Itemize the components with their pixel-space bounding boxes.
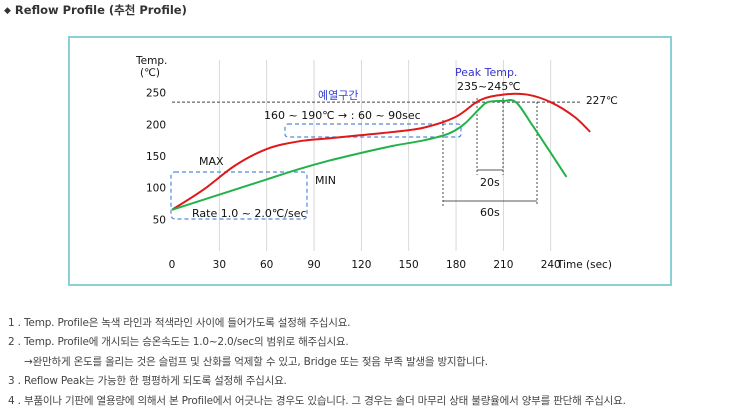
y-tick-250: 250 bbox=[146, 88, 166, 100]
x-tick-240: 240 bbox=[541, 259, 561, 271]
x-tick-90: 90 bbox=[307, 259, 320, 271]
series-min-line bbox=[171, 99, 568, 211]
x-tick-180: 180 bbox=[446, 259, 466, 271]
y-tick-50: 50 bbox=[153, 214, 166, 226]
y-axis-unit: (℃) bbox=[140, 67, 160, 79]
note-text: 부품이나 기판에 열용량에 의해서 본 Profile에서 어긋나는 경우도 있… bbox=[24, 394, 626, 407]
series-max-line bbox=[171, 92, 591, 211]
note-number: 3 . bbox=[8, 375, 21, 388]
note-number: 4 . bbox=[8, 394, 21, 407]
diamond-bullet-icon: ◆ bbox=[4, 6, 11, 16]
section-header: ◆ Reflow Profile (추천 Profile) bbox=[4, 2, 187, 18]
span-60s-label: 60s bbox=[480, 206, 500, 219]
reflow-profile-chart: 227℃ 50 100 150 200 250 0 30 60 90 120 150 180 210 2… bbox=[135, 55, 618, 271]
x-tick-120: 120 bbox=[351, 259, 371, 271]
note-item: →완만하게 온도를 올리는 것은 슬럼프 및 산화를 억제할 수 있고, Bri… bbox=[8, 353, 733, 372]
y-tick-150: 150 bbox=[146, 151, 166, 163]
notes-list: 1 . Temp. Profile은 녹색 라인과 적색라인 사이에 들어가도록 … bbox=[8, 314, 733, 411]
note-item: 1 . Temp. Profile은 녹색 라인과 적색라인 사이에 들어가도록 … bbox=[8, 314, 733, 333]
note-item: 2 . Temp. Profile에 개시되는 승온속도는 1.0~2.0/sec… bbox=[8, 333, 733, 352]
preheat-title: 예열구간 bbox=[318, 89, 358, 102]
note-text: Temp. Profile에 개시되는 승온속도는 1.0~2.0/sec의 범… bbox=[24, 336, 349, 349]
note-item: 3 . Reflow Peak는 가능한 한 평평하게 되도록 설정해 주십시요. bbox=[8, 372, 733, 391]
preheat-box bbox=[284, 123, 462, 138]
y-tick-200: 200 bbox=[146, 119, 166, 131]
rate-box bbox=[170, 171, 308, 220]
note-number: 2 . bbox=[8, 336, 21, 349]
max-label: MAX bbox=[199, 155, 224, 168]
y-tick-labels: 50 100 150 200 250 bbox=[146, 88, 166, 227]
note-item: 4 . 부품이나 기판에 열용량에 의해서 본 Profile에서 어긋나는 경우… bbox=[8, 392, 733, 411]
note-text: Temp. Profile은 녹색 라인과 적색라인 사이에 들어가도록 설정해… bbox=[24, 317, 351, 329]
rate-text: Rate 1.0 ~ 2.0℃/sec bbox=[192, 207, 307, 220]
y-tick-100: 100 bbox=[146, 183, 166, 195]
timing-markers bbox=[442, 98, 538, 206]
note-text: →완만하게 온도를 올리는 것은 슬럼프 및 산화를 억제할 수 있고, Bri… bbox=[24, 355, 488, 368]
x-tick-labels: 0 30 60 90 120 150 180 210 240 bbox=[169, 259, 561, 271]
x-tick-60: 60 bbox=[260, 259, 273, 271]
min-label: MIN bbox=[315, 174, 336, 187]
section-title: Reflow Profile (추천 Profile) bbox=[14, 3, 187, 17]
y-axis-label: Temp. bbox=[135, 55, 167, 67]
chart-frame bbox=[68, 36, 672, 286]
note-text: Reflow Peak는 가능한 한 평평하게 되도록 설정해 주십시요. bbox=[24, 375, 287, 388]
peak-temp-title: Peak Temp. bbox=[455, 66, 517, 79]
x-tick-210: 210 bbox=[493, 259, 513, 271]
reference-line-label: 227℃ bbox=[586, 95, 618, 107]
peak-temp-range: 235~245℃ bbox=[457, 80, 521, 93]
note-number: 1 . bbox=[8, 317, 21, 329]
span-20s-label: 20s bbox=[480, 176, 500, 189]
preheat-text: 160 ~ 190℃ → : 60 ~ 90sec bbox=[264, 109, 421, 122]
x-axis-label: Time (sec) bbox=[556, 259, 612, 271]
x-tick-150: 150 bbox=[399, 259, 419, 271]
x-tick-0: 0 bbox=[169, 259, 176, 271]
x-tick-30: 30 bbox=[213, 259, 226, 271]
